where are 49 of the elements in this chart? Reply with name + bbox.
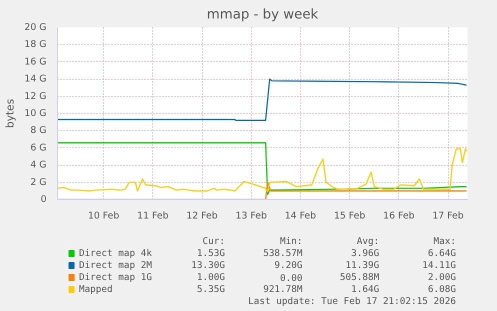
text: 6.08G	[428, 284, 456, 295]
y-tick-label: 14 G	[24, 74, 47, 85]
text: 2.00G	[428, 272, 456, 283]
y-axis-title: bytes	[3, 98, 16, 128]
y-tick-label: 4 G	[30, 160, 47, 171]
y-tick-label: 10 G	[24, 108, 47, 119]
y-tick-label: 8 G	[30, 125, 47, 136]
text: 538.57M	[263, 248, 303, 259]
x-tick-label: 14 Feb	[284, 210, 316, 222]
x-tick-label: 13 Feb	[236, 210, 267, 222]
x-tick-label: 11 Feb	[137, 210, 169, 222]
x-tick-label: 12 Feb	[186, 210, 218, 222]
text: 505.88M	[340, 272, 380, 283]
y-tick-label: 18 G	[24, 39, 47, 50]
text: 1.64G	[351, 284, 380, 295]
y-tick-label: 0	[40, 194, 47, 205]
y-tick-label: 6 G	[30, 142, 47, 154]
x-tick-label: 17 Feb	[432, 210, 464, 222]
legend-label: Mapped	[78, 284, 113, 295]
x-tick-label: 10 Feb	[88, 210, 120, 222]
y-tick-label: 20 G	[24, 22, 47, 33]
text: 3.96G	[351, 248, 380, 259]
x-tick-label: 15 Feb	[334, 210, 366, 222]
text: 1.00G	[196, 272, 226, 283]
text: 14.11G	[422, 260, 456, 271]
text: 9.20G	[274, 260, 303, 271]
text: 0.00	[280, 273, 303, 284]
legend-label: Direct map 2M	[78, 260, 152, 271]
text: 1.53G	[196, 248, 226, 259]
text: 6.64G	[428, 248, 456, 259]
legend-label: Direct map 4k	[78, 248, 152, 259]
y-tick-label: 12 G	[24, 90, 47, 102]
text: Max:	[433, 236, 456, 247]
text: Min:	[280, 236, 303, 247]
y-tick-label: 16 G	[24, 56, 47, 68]
legend-label: Direct map 1G	[78, 272, 152, 283]
line-series	[58, 142, 468, 195]
y-tick-label: 2 G	[30, 176, 47, 188]
text: Cur:	[202, 236, 225, 247]
text: 5.35G	[196, 284, 226, 295]
chart-title: mmap - by week	[206, 8, 319, 22]
line-series	[58, 148, 468, 192]
text: 921.78M	[263, 284, 303, 295]
text: 11.39G	[346, 260, 380, 271]
text: Avg:	[356, 236, 380, 247]
line-series	[58, 78, 468, 121]
text: Last update: Tue Feb 17 21:02:15 2026	[248, 296, 456, 307]
text: 13.30G	[191, 260, 226, 271]
x-tick-label: 16 Feb	[383, 210, 415, 222]
